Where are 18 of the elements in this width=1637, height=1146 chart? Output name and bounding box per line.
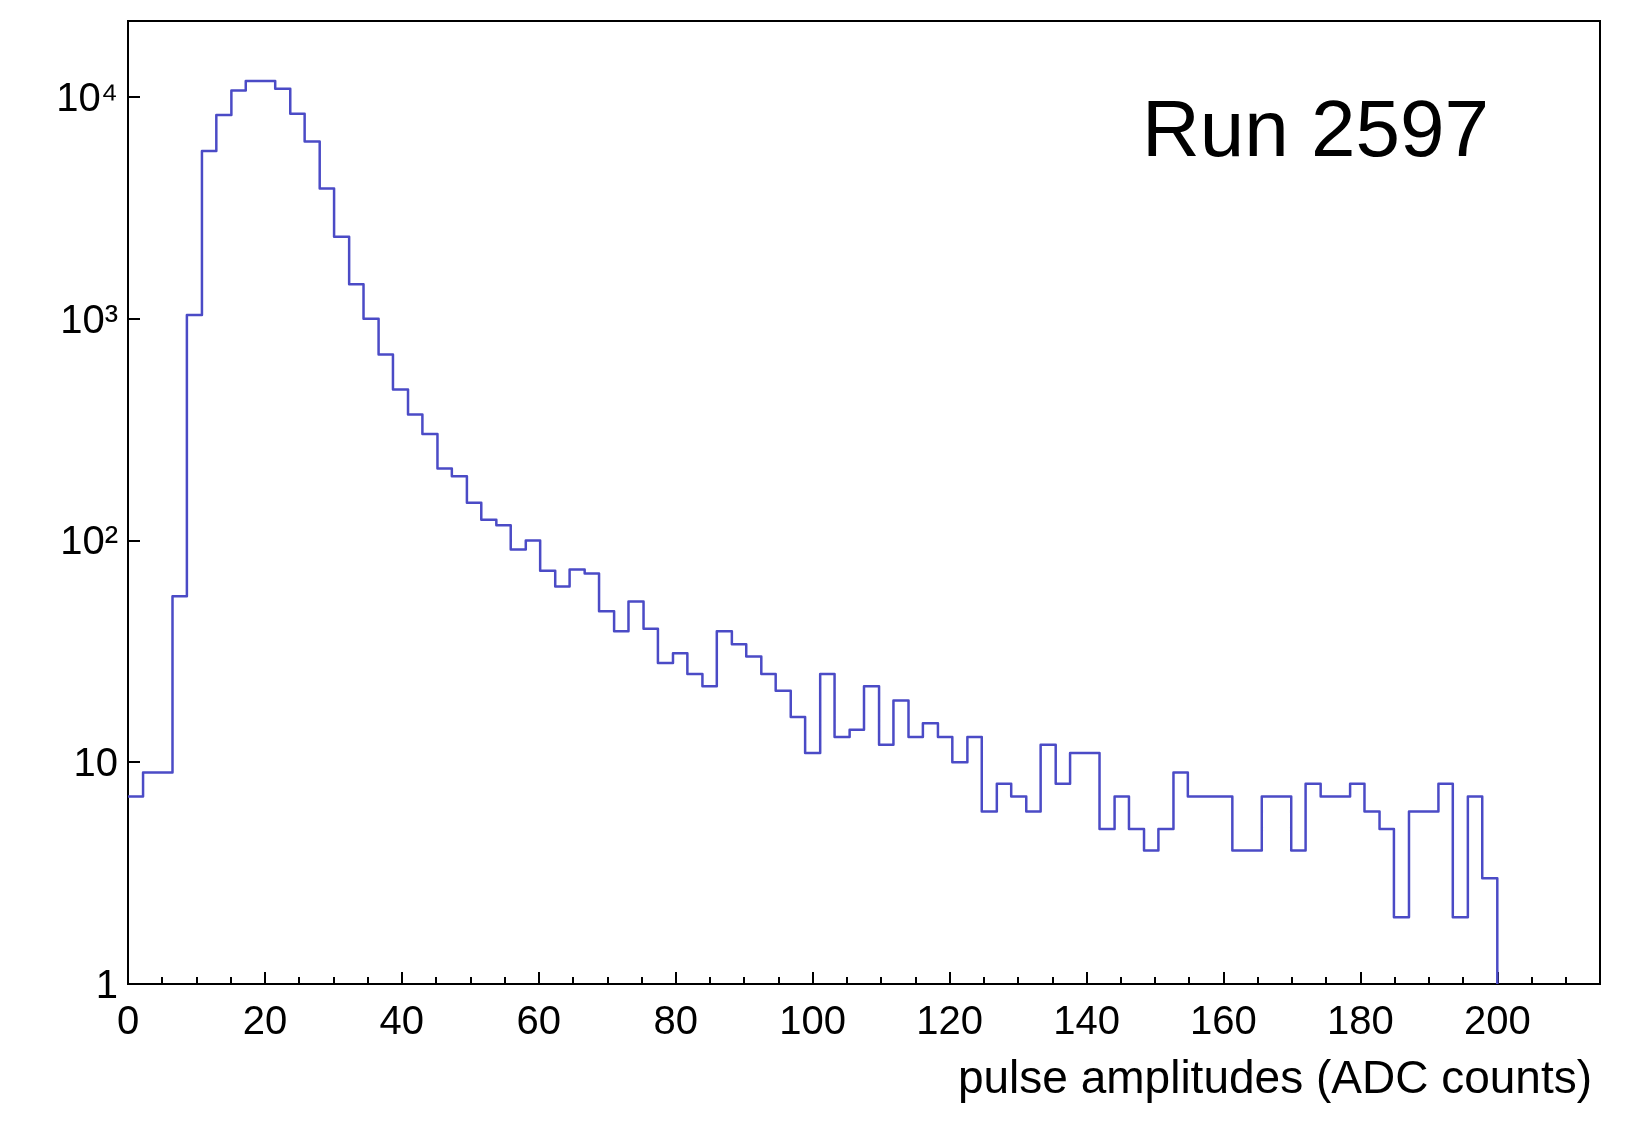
y-tick-label: 1 xyxy=(95,962,118,1006)
y-tick-label: 10³ xyxy=(60,296,118,341)
annotation: Run 2597 xyxy=(1142,83,1489,173)
x-tick-label: 20 xyxy=(242,998,288,1042)
x-tick-label: 40 xyxy=(379,998,425,1042)
x-tick-label: 160 xyxy=(1190,998,1257,1042)
x-tick-label: 120 xyxy=(916,998,983,1042)
x-tick-label: 200 xyxy=(1463,998,1531,1042)
y-tick-label: 10 xyxy=(73,740,118,785)
x-tick-label: 180 xyxy=(1327,998,1394,1042)
x-tick-label: 60 xyxy=(516,998,562,1042)
x-tick-label: 80 xyxy=(653,998,698,1042)
y-tick-label: 10² xyxy=(60,518,118,563)
x-tick-label: 100 xyxy=(779,998,847,1042)
x-tick-label: 140 xyxy=(1053,998,1120,1042)
x-tick-label: 0 xyxy=(116,998,140,1042)
y-tick-label: 10⁴ xyxy=(56,74,118,119)
x-axis-title: pulse amplitudes (ADC counts) xyxy=(957,1051,1592,1103)
